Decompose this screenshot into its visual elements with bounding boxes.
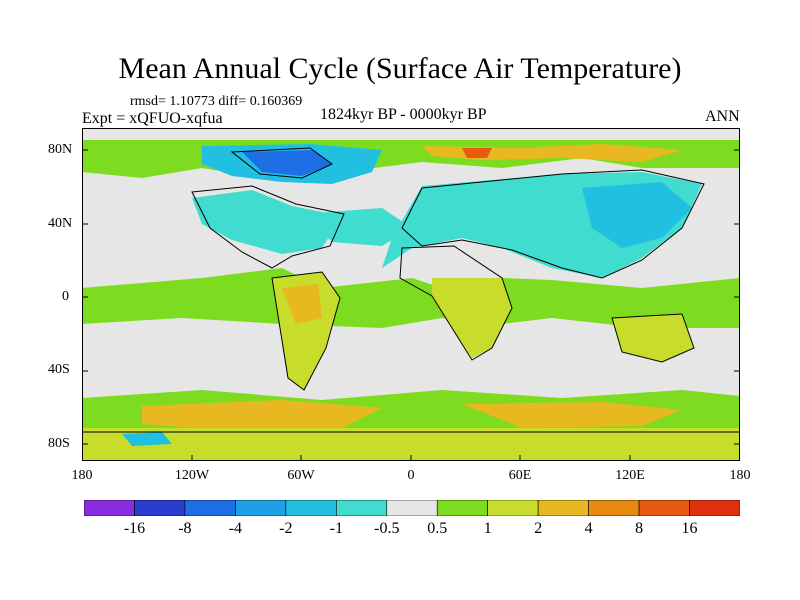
tropical-band (82, 268, 740, 328)
temperature-anomaly-map (82, 128, 740, 461)
north-atlantic-cool (302, 208, 412, 246)
colorbar-box (235, 500, 287, 516)
colorbar-label: 1 (483, 520, 492, 537)
antarctica (82, 428, 740, 461)
colorbar-label: -0.5 (374, 520, 400, 537)
colorbar-box (184, 500, 236, 516)
plot-title: Mean Annual Cycle (Surface Air Temperatu… (118, 52, 682, 85)
lon-label-60e: 60E (508, 468, 532, 483)
lat-label-40n: 40N (48, 216, 73, 231)
coastlines (82, 147, 740, 433)
colorbar-box (588, 500, 640, 516)
colorbar-box (689, 500, 740, 516)
experiment-label: Expt = xQFUO-xqfua (82, 110, 223, 127)
colorbar-box (487, 500, 539, 516)
colorbar-label: -2 (279, 520, 293, 537)
greenland-cold-core (242, 150, 332, 176)
colorbar-box (285, 500, 337, 516)
lat-label-80n: 80N (48, 142, 73, 157)
colorbar-label: 4 (584, 520, 593, 537)
southern-ocean-orange-east (462, 402, 682, 428)
colorbar-label: 16 (681, 520, 698, 537)
colorbar-box (84, 500, 135, 516)
colorbar-label: 8 (635, 520, 644, 537)
lon-label-0: 0 (407, 468, 415, 483)
colorbar-label: -1 (329, 520, 343, 537)
axis-ticks (82, 149, 740, 461)
colorbar-box (436, 500, 488, 516)
southern-ocean-orange-west (142, 400, 382, 430)
colorbar-box (336, 500, 388, 516)
arctic-red-patch (462, 148, 492, 158)
period-label: 1824kyr BP - 0000kyr BP (320, 106, 487, 123)
lon-label-120e: 120E (615, 468, 645, 483)
colorbar-label: 0.5 (427, 520, 448, 537)
colorbar-box (638, 500, 690, 516)
colorbar-box (537, 500, 589, 516)
season-label: ANN (705, 108, 740, 125)
north-america-cool (192, 190, 342, 254)
lat-label-40s: 40S (48, 362, 70, 377)
antarctic-cool-patch (122, 432, 172, 446)
africa-warm (432, 278, 512, 358)
lat-label-0: 0 (62, 289, 69, 304)
rmsd-diff-stats: rmsd= 1.10773 diff= 0.160369 (130, 94, 303, 109)
amazon-orange (282, 284, 322, 324)
lon-label-180-east: 180 (729, 468, 751, 483)
colorbar-box (134, 500, 186, 516)
asia-cold-core (582, 182, 692, 248)
colorbar-label: 2 (534, 520, 543, 537)
colorbar-label: -8 (178, 520, 192, 537)
lon-label-180-west: 180 (71, 468, 93, 483)
lon-label-120w: 120W (174, 468, 210, 483)
australia-warm (612, 314, 694, 362)
colorbar-label: -4 (228, 520, 243, 537)
lat-label-80s: 80S (48, 436, 70, 451)
colorbar (84, 500, 740, 516)
colorbar-box (386, 500, 438, 516)
colorbar-label: -16 (123, 520, 146, 537)
lon-label-60w: 60W (287, 468, 315, 483)
